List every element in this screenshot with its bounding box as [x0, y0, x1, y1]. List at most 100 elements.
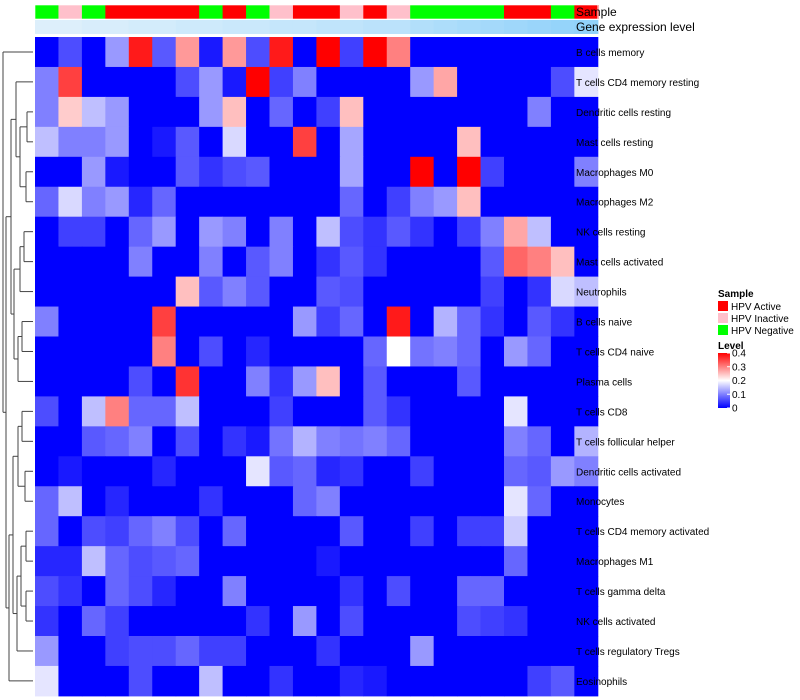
heatmap-cell: [386, 336, 411, 367]
heatmap-cell: [175, 665, 200, 697]
heatmap-cell: [316, 276, 341, 308]
heatmap-cell: [457, 486, 482, 517]
heatmap-cell: [105, 636, 130, 667]
heatmap-cell: [480, 156, 505, 188]
gene-expression-annotation-cell: [269, 20, 294, 34]
heatmap-cell: [316, 636, 341, 667]
heatmap-cell: [81, 546, 106, 577]
heatmap-cell: [199, 186, 224, 218]
heatmap-cell: [574, 396, 599, 427]
heatmap-cell: [433, 665, 458, 697]
row-label: B cells memory: [576, 48, 644, 59]
heatmap-cell: [199, 37, 224, 68]
row-label: T cells CD8: [576, 407, 628, 418]
heatmap-cell: [574, 546, 599, 577]
heatmap-cell: [222, 186, 247, 218]
heatmap-cell: [550, 396, 575, 427]
heatmap-cell: [316, 66, 341, 98]
heatmap-cell: [339, 576, 364, 607]
heatmap-cell: [433, 486, 458, 517]
heatmap-cell: [152, 665, 177, 697]
sample-annotation-cell: [550, 5, 575, 19]
heatmap-cell: [480, 306, 505, 337]
heatmap-cell: [58, 426, 83, 457]
heatmap-cell: [527, 456, 552, 487]
heatmap-cell: [550, 516, 575, 547]
row-label: NK cells resting: [576, 228, 645, 239]
heatmap-cell: [457, 96, 482, 128]
row-label: Dendritic cells resting: [576, 108, 671, 119]
heatmap-cell: [363, 336, 388, 367]
heatmap-cell: [410, 156, 435, 188]
heatmap-cell: [246, 96, 270, 128]
level-legend-tick: 0: [732, 404, 738, 415]
heatmap-cell: [222, 336, 247, 367]
heatmap-cell: [105, 516, 130, 547]
gene-expression-annotation-cell: [410, 20, 435, 34]
heatmap-cell: [316, 96, 341, 128]
heatmap-cell: [269, 516, 294, 547]
heatmap-cell: [222, 126, 247, 158]
heatmap-cell: [81, 396, 106, 427]
heatmap-cell: [175, 606, 200, 637]
heatmap-cell: [58, 456, 83, 487]
heatmap-cell: [222, 636, 247, 667]
heatmap-cell: [105, 246, 130, 278]
heatmap-cell: [339, 126, 364, 158]
heatmap-cell: [58, 246, 83, 278]
heatmap-cell: [316, 665, 341, 697]
sample-annotation-cell: [105, 5, 130, 19]
heatmap-cell: [550, 636, 575, 667]
heatmap-cell: [58, 665, 83, 697]
row-label: Plasma cells: [576, 377, 632, 388]
heatmap-cell: [105, 96, 130, 128]
heatmap-cell: [175, 66, 200, 98]
heatmap-cell: [292, 426, 317, 457]
heatmap-cell: [574, 37, 599, 68]
heatmap-cell: [316, 246, 341, 278]
heatmap-cell: [199, 426, 224, 457]
row-label: Eosinophils: [576, 677, 627, 688]
heatmap-cell: [292, 186, 317, 218]
heatmap-cell: [316, 456, 341, 487]
heatmap-cell: [175, 276, 200, 308]
heatmap-cell: [152, 426, 177, 457]
heatmap-cell: [480, 546, 505, 577]
heatmap-cell: [527, 216, 552, 248]
heatmap-cell: [175, 636, 200, 667]
heatmap-cell: [292, 246, 317, 278]
gene-expression-annotation-cell: [386, 20, 411, 34]
heatmap-cell: [386, 156, 411, 188]
heatmap-cell: [457, 156, 482, 188]
heatmap-cell: [504, 246, 528, 278]
heatmap-cell: [386, 576, 411, 607]
sample-annotation-cell: [410, 5, 435, 19]
heatmap-cell: [58, 66, 83, 98]
heatmap-cell: [152, 366, 177, 397]
heatmap-cell: [527, 636, 552, 667]
heatmap-cell: [550, 186, 575, 218]
heatmap-cell: [386, 636, 411, 667]
heatmap-cell: [480, 396, 505, 427]
heatmap-cell: [550, 276, 575, 308]
heatmap-cell: [246, 606, 270, 637]
heatmap-cell: [81, 156, 106, 188]
sample-annotation-cell: [199, 5, 224, 19]
sample-legend-swatch: [718, 301, 728, 311]
heatmap-cell: [339, 306, 364, 337]
gene-expression-annotation-cell: [480, 20, 505, 34]
heatmap-cell: [504, 276, 528, 308]
heatmap-cell: [363, 156, 388, 188]
heatmap-cell: [35, 96, 59, 128]
heatmap-cell: [410, 186, 435, 218]
heatmap-cell: [410, 276, 435, 308]
heatmap-cell: [480, 96, 505, 128]
heatmap-cell: [457, 665, 482, 697]
heatmap-cell: [269, 156, 294, 188]
heatmap-cell: [292, 486, 317, 517]
heatmap-cell: [128, 37, 153, 68]
heatmap-cell: [386, 66, 411, 98]
heatmap-cell: [433, 246, 458, 278]
sample-legend-title: Sample: [718, 289, 754, 300]
heatmap-cell: [35, 636, 59, 667]
